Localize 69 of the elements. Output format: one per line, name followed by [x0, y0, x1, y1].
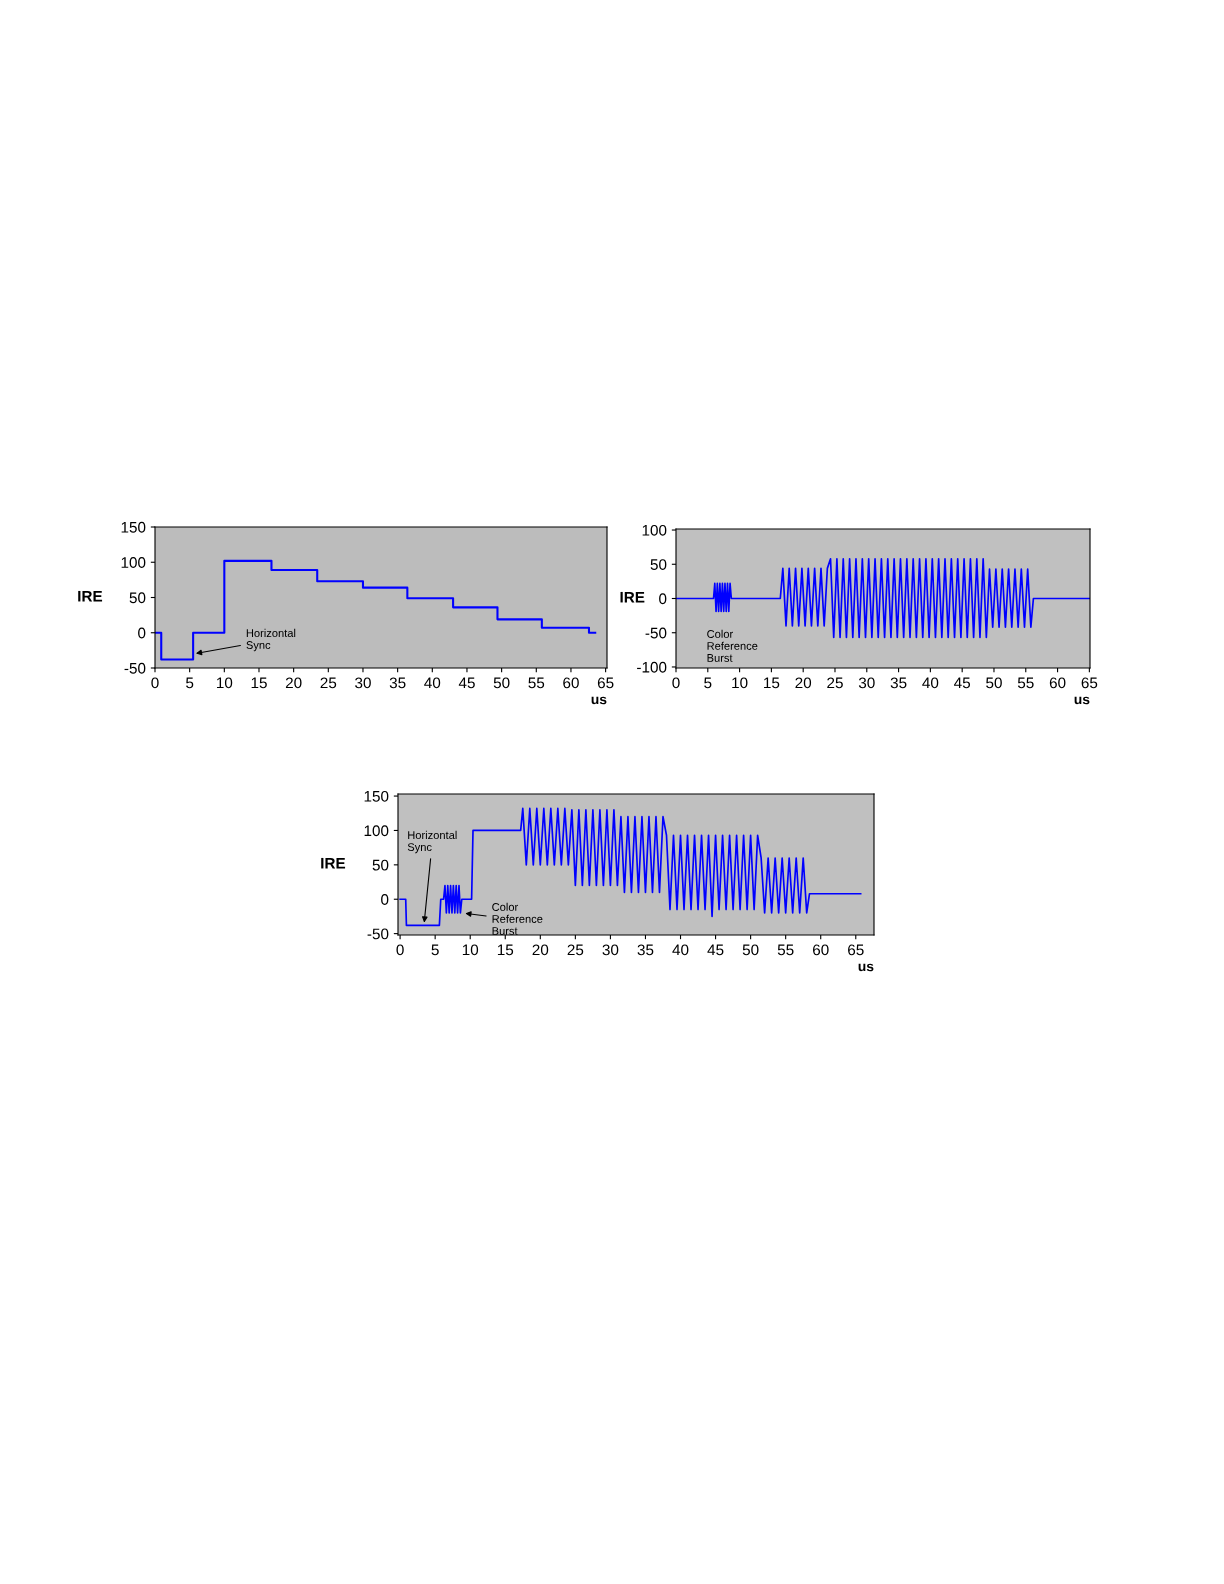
y-tick-label: 50: [372, 859, 389, 871]
x-tick-label: 0: [672, 677, 680, 689]
y-axis-title: IRE: [321, 857, 346, 869]
x-tick-label: 5: [704, 677, 712, 689]
x-tick-label: 15: [251, 677, 267, 689]
x-tick-label: 25: [320, 677, 337, 689]
y-tick-label: -100: [637, 661, 667, 673]
x-tick-label: 20: [532, 944, 549, 956]
x-tick-label: 40: [672, 944, 689, 956]
x-tick-label: 55: [1017, 677, 1034, 689]
y-tick-label: 100: [364, 825, 389, 837]
x-tick-label: 15: [764, 677, 780, 689]
y-axis-title: IRE: [78, 590, 103, 602]
x-tick-label: 60: [813, 944, 829, 956]
x-tick-label: 10: [462, 944, 479, 956]
y-tick-label: 150: [121, 521, 146, 533]
x-tick-label: 35: [389, 677, 406, 689]
x-tick-label: 5: [186, 677, 194, 689]
x-axis-title: us: [591, 696, 607, 705]
y-tick-label: 50: [129, 592, 146, 604]
x-tick-label: 20: [285, 677, 302, 689]
x-tick-label: 10: [732, 677, 748, 689]
x-tick-label: 30: [355, 677, 371, 689]
x-tick-label: 45: [707, 944, 724, 956]
x-tick-label: 60: [563, 677, 579, 689]
annotation: Color Reference Burst: [492, 902, 543, 935]
y-tick-label: 0: [381, 894, 389, 905]
x-tick-label: 50: [986, 677, 1002, 689]
x-tick-label: 65: [1081, 677, 1098, 689]
x-tick-label: 35: [637, 944, 654, 956]
x-tick-label: 25: [827, 677, 843, 689]
x-axis-title: us: [858, 963, 874, 972]
y-tick-label: 0: [659, 593, 667, 605]
x-tick-label: 25: [567, 944, 584, 956]
x-tick-label: 45: [954, 677, 971, 689]
y-tick-label: 50: [650, 559, 667, 570]
x-tick-label: 40: [424, 677, 441, 689]
y-tick-label: 150: [364, 790, 389, 802]
x-tick-label: 40: [922, 677, 939, 689]
y-tick-label: -50: [645, 627, 667, 639]
x-tick-label: 0: [396, 944, 404, 956]
x-tick-label: 50: [742, 944, 759, 956]
annotation: Color Reference Burst: [707, 629, 758, 662]
y-tick-label: 0: [138, 627, 146, 639]
x-tick-label: 30: [858, 677, 875, 689]
x-tick-label: 20: [795, 677, 812, 689]
annotation: Horizontal Sync: [407, 830, 457, 854]
x-tick-label: 65: [597, 677, 614, 689]
x-tick-label: 10: [216, 677, 233, 689]
y-tick-label: 100: [121, 557, 146, 568]
x-tick-label: 55: [777, 944, 794, 956]
x-tick-label: 35: [890, 677, 907, 689]
x-tick-label: 65: [848, 944, 864, 956]
line-series: [676, 557, 1090, 639]
x-tick-label: 55: [528, 677, 545, 689]
y-tick-label: -50: [124, 662, 146, 674]
x-tick-label: 50: [493, 677, 510, 689]
x-tick-label: 60: [1049, 677, 1066, 689]
x-tick-label: 45: [458, 677, 475, 689]
y-tick-label: -50: [367, 928, 389, 940]
y-axis-title: IRE: [620, 591, 645, 603]
line-series: [399, 807, 862, 927]
x-axis-title: us: [1074, 696, 1090, 705]
x-tick-label: 15: [497, 944, 514, 956]
y-tick-label: 100: [642, 524, 667, 536]
x-tick-label: 0: [151, 677, 159, 689]
x-tick-label: 5: [431, 944, 439, 956]
annotation: Horizontal Sync: [246, 628, 296, 652]
x-tick-label: 30: [602, 944, 619, 956]
